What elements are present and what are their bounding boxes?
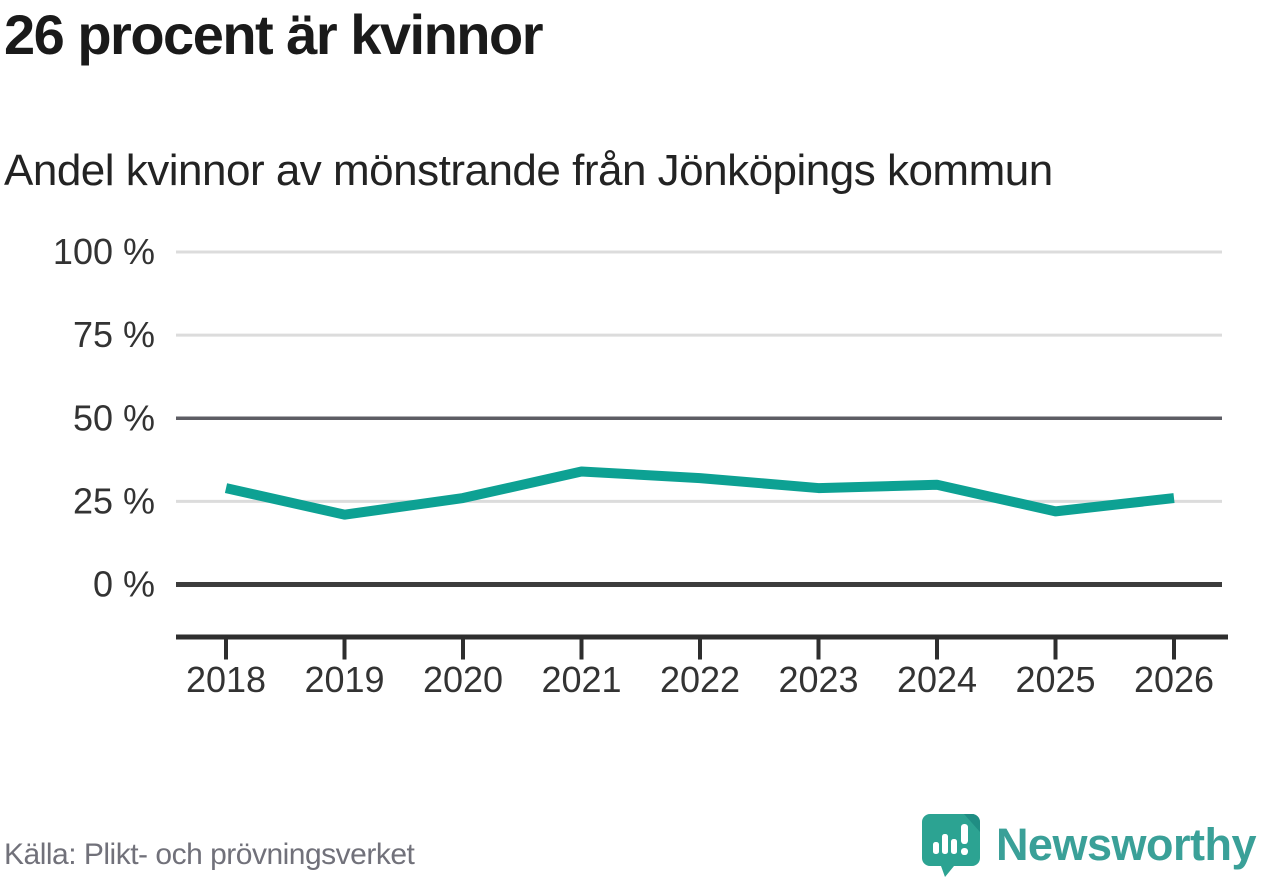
axis-labels: 100 % 75 % 50 % 25 % 0 % 2018 2019 2020 2021 2022… [53, 231, 1214, 700]
page-title: 26 procent är kvinnor [4, 3, 544, 66]
x-tick-label: 2024 [897, 659, 977, 700]
y-tick-label: 100 % [53, 231, 155, 272]
x-tick-label: 2022 [660, 659, 740, 700]
series-line-andel-kvinnor [224, 466, 1175, 520]
x-tick-label: 2021 [541, 659, 621, 700]
x-tick-label: 2025 [1015, 659, 1095, 700]
x-tick-label: 2019 [304, 659, 384, 700]
y-tick-label: 25 % [73, 480, 155, 521]
x-tick-label: 2023 [778, 659, 858, 700]
x-axis [176, 634, 1228, 660]
y-tick-label: 0 % [93, 564, 155, 605]
y-tick-label: 50 % [73, 397, 155, 438]
y-tick-label: 75 % [73, 314, 155, 355]
x-tick-label: 2020 [423, 659, 503, 700]
newsworthy-logo-icon [921, 814, 980, 877]
x-tick-label: 2026 [1134, 659, 1214, 700]
brand-name: Newsworthy [995, 819, 1257, 870]
data-series [224, 466, 1175, 520]
source-note: Källa: Plikt- och prövningsverket [4, 838, 415, 871]
gridlines [176, 250, 1222, 587]
chart-subtitle: Andel kvinnor av mönstrande från Jönköpi… [4, 146, 1053, 195]
x-tick-label: 2018 [186, 659, 266, 700]
brand-logo: Newsworthy [920, 812, 1257, 878]
logo-bars-icon [932, 824, 968, 855]
